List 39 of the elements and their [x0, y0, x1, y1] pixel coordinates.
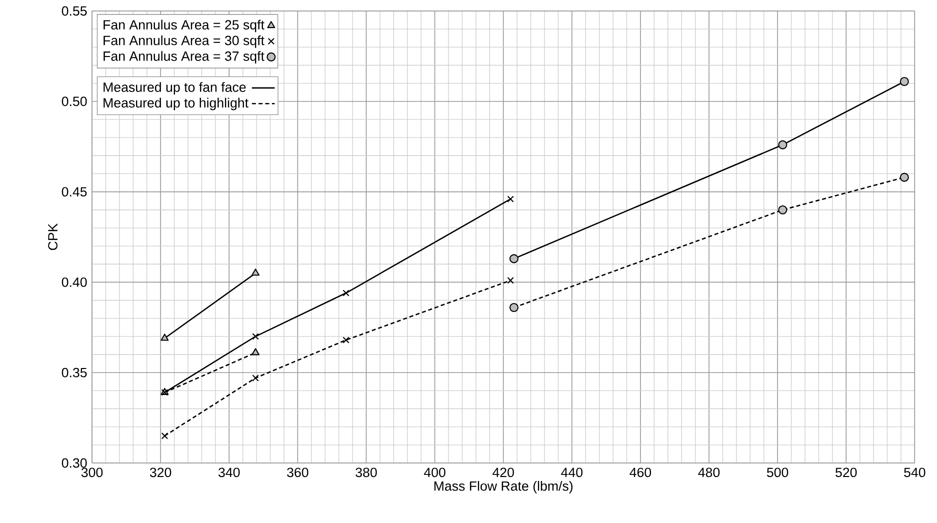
x-tick-label: 360: [287, 468, 308, 478]
y-tick-label: 0.30: [62, 458, 87, 468]
x-tick-label: 480: [698, 468, 720, 478]
point: [509, 254, 519, 264]
annotation: Measured up to highlight: [104, 98, 248, 110]
x-tick-label: 400: [424, 468, 446, 478]
x-tick-label: 300: [81, 468, 103, 478]
point: [778, 140, 788, 150]
x-tick-label: 440: [561, 468, 582, 478]
x-tick-label: 380: [356, 468, 377, 478]
point: [900, 172, 909, 182]
legend-label: Fan Annulus Area = 25 sqft: [104, 20, 264, 32]
y-tick-label: 0.55: [62, 6, 87, 16]
point: [778, 205, 788, 214]
x-tick-label: 340: [218, 468, 240, 478]
point: [509, 302, 519, 312]
point: [507, 196, 514, 202]
point: [342, 336, 350, 344]
annotation: Measured up to fan face: [104, 82, 246, 95]
y-tick-label: 0.40: [62, 277, 87, 287]
point: [507, 277, 514, 284]
legend-label: Fan Annulus Area = 37 sqft: [104, 51, 264, 64]
x-tick-label: 500: [766, 468, 788, 478]
y-tick-label: 0.35: [62, 368, 87, 378]
point: [252, 333, 259, 340]
point: [161, 432, 168, 440]
x-tick-label: 460: [630, 468, 652, 478]
x-tick-label: 540: [904, 468, 926, 478]
x-tick-label: 320: [150, 468, 172, 478]
point: [342, 290, 350, 296]
legend-label: Fan Annulus Area = 30 sqft: [104, 35, 264, 48]
y-axis-title: CPK: [48, 223, 58, 250]
x-tick-label: 520: [836, 468, 857, 478]
x-tick-label: 420: [492, 468, 514, 478]
y-tick-label: 0.45: [62, 187, 87, 197]
y-tick-label: 0.50: [62, 96, 87, 106]
point: [252, 374, 259, 382]
point: [900, 76, 909, 86]
x-axis-title: Mass Flow Rate (lbm/s): [434, 480, 573, 494]
